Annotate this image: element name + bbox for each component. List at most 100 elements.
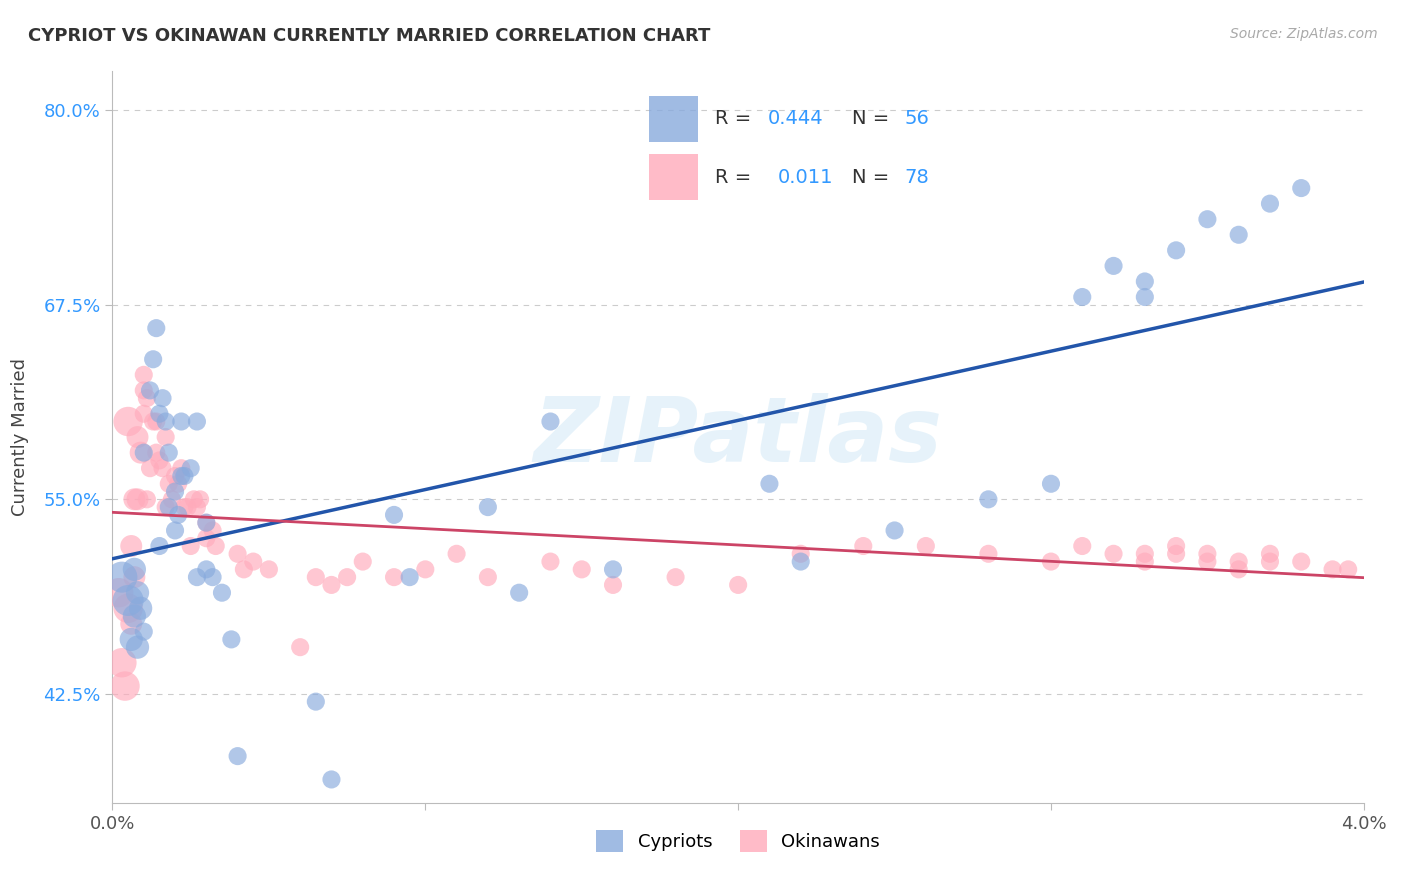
Point <box>132 384 155 398</box>
Point <box>204 539 226 553</box>
Point <box>127 430 149 444</box>
Point <box>508 585 530 599</box>
Point <box>132 368 155 382</box>
Legend: Cypriots, Okinawans: Cypriots, Okinawans <box>589 823 887 860</box>
Point <box>602 578 624 592</box>
Point <box>1071 290 1094 304</box>
Point <box>186 570 208 584</box>
Point <box>1102 547 1125 561</box>
Point <box>152 391 174 405</box>
Point <box>257 562 280 576</box>
Point <box>139 461 162 475</box>
Point <box>1133 555 1156 569</box>
Point <box>1164 539 1187 553</box>
Point <box>129 445 152 459</box>
Point <box>789 547 811 561</box>
Point <box>758 476 780 491</box>
Point <box>188 492 211 507</box>
Point <box>183 492 205 507</box>
Point <box>180 539 202 553</box>
Point <box>727 578 749 592</box>
Point <box>195 516 218 530</box>
Point <box>883 524 905 538</box>
Text: ZIPatlas: ZIPatlas <box>534 393 942 481</box>
Point <box>114 679 136 693</box>
Point <box>221 632 243 647</box>
Point <box>152 461 174 475</box>
Point <box>382 508 405 522</box>
Point <box>155 415 177 429</box>
Point <box>1258 547 1281 561</box>
Point <box>111 656 134 670</box>
Point <box>148 407 170 421</box>
Point <box>132 407 155 421</box>
Point <box>157 476 180 491</box>
Point <box>1133 547 1156 561</box>
Point <box>1258 196 1281 211</box>
Point <box>142 415 165 429</box>
Point <box>132 624 155 639</box>
Point <box>124 492 146 507</box>
Point <box>226 547 249 561</box>
Point <box>201 524 224 538</box>
Point <box>111 570 134 584</box>
Point <box>145 415 167 429</box>
Point <box>1197 555 1219 569</box>
Point <box>1291 555 1313 569</box>
Point <box>1133 275 1156 289</box>
Point <box>117 601 139 615</box>
Point <box>352 555 374 569</box>
Point <box>176 500 198 515</box>
Point <box>1039 555 1063 569</box>
Point <box>602 562 624 576</box>
Point <box>1133 290 1156 304</box>
Point <box>1039 476 1063 491</box>
Point <box>1071 539 1094 553</box>
Point <box>398 570 420 584</box>
Text: Source: ZipAtlas.com: Source: ZipAtlas.com <box>1230 27 1378 41</box>
Point <box>321 578 343 592</box>
Point <box>127 492 149 507</box>
Point <box>1291 181 1313 195</box>
Point <box>120 632 142 647</box>
Point <box>107 585 129 599</box>
Y-axis label: Currently Married: Currently Married <box>11 358 30 516</box>
Point <box>195 516 218 530</box>
Point <box>538 555 561 569</box>
Point <box>170 461 193 475</box>
Point <box>124 562 146 576</box>
Point <box>186 500 208 515</box>
Point <box>186 415 208 429</box>
Point <box>173 500 195 515</box>
Point <box>148 453 170 467</box>
Point <box>142 352 165 367</box>
Point <box>145 321 167 335</box>
Point <box>120 539 142 553</box>
Point <box>977 547 1000 561</box>
Point <box>1227 227 1250 242</box>
Point <box>124 609 146 624</box>
Point <box>1164 244 1187 258</box>
Point <box>135 492 157 507</box>
Point <box>789 555 811 569</box>
Point <box>157 500 180 515</box>
Point <box>321 772 343 787</box>
Text: CYPRIOT VS OKINAWAN CURRENTLY MARRIED CORRELATION CHART: CYPRIOT VS OKINAWAN CURRENTLY MARRIED CO… <box>28 27 710 45</box>
Point <box>1322 562 1344 576</box>
Point <box>914 539 936 553</box>
Point <box>135 391 157 405</box>
Point <box>538 415 561 429</box>
Point <box>305 695 328 709</box>
Point <box>1102 259 1125 273</box>
Point <box>155 500 177 515</box>
Point <box>201 570 224 584</box>
Point <box>132 445 155 459</box>
Point <box>170 469 193 483</box>
Point <box>852 539 875 553</box>
Point <box>129 601 152 615</box>
Point <box>145 445 167 459</box>
Point <box>167 508 190 522</box>
Point <box>446 547 468 561</box>
Point <box>117 593 139 607</box>
Point <box>290 640 312 655</box>
